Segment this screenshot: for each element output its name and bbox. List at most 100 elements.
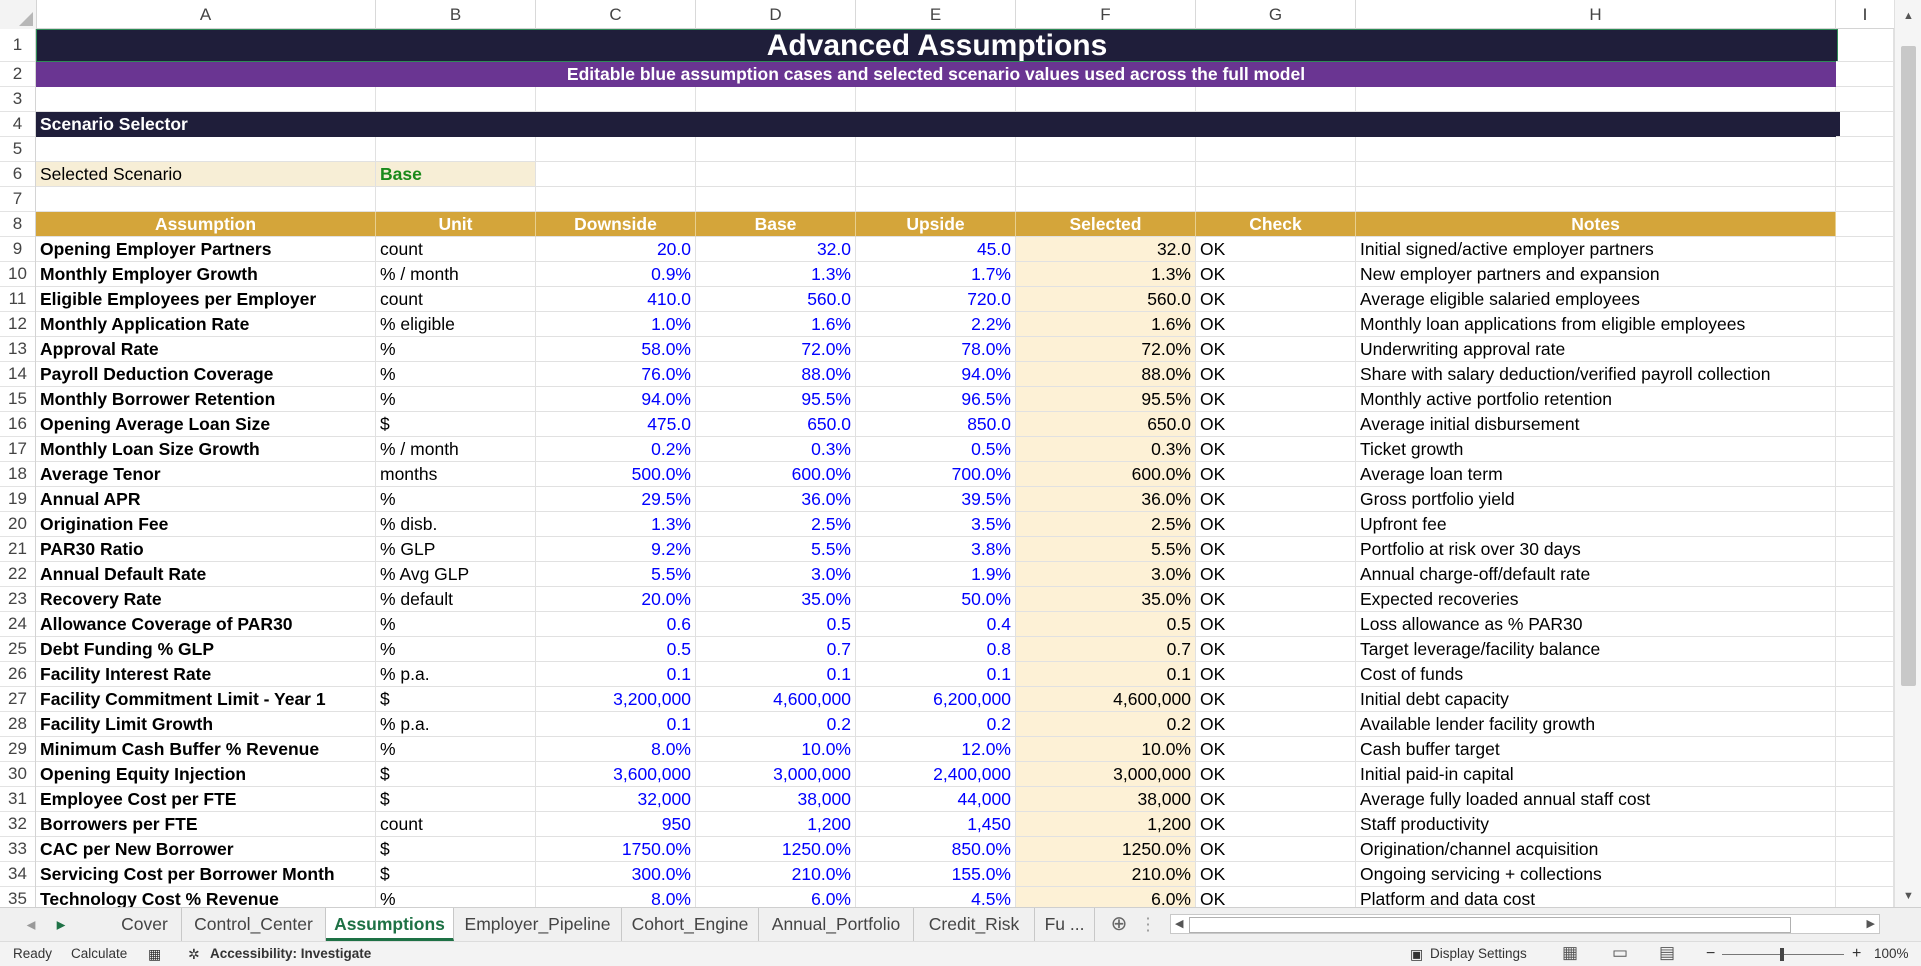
scroll-left-icon[interactable]: ◀ [1175, 918, 1184, 930]
downside-input[interactable]: 950 [536, 812, 696, 837]
base-input[interactable]: 560.0 [696, 287, 856, 312]
sheet-tab-assumptions[interactable]: Assumptions [326, 908, 454, 941]
selected-value[interactable]: 5.5% [1016, 537, 1196, 562]
upside-input[interactable]: 0.4 [856, 612, 1016, 637]
unit-cell[interactable]: $ [376, 687, 536, 712]
calculate-button[interactable]: Calculate [71, 946, 128, 961]
unit-cell[interactable]: % eligible [376, 312, 536, 337]
column-header-c[interactable]: C [536, 0, 696, 29]
assumption-name[interactable]: Annual Default Rate [36, 562, 376, 587]
downside-input[interactable]: 1750.0% [536, 837, 696, 862]
check-status[interactable]: OK [1196, 887, 1356, 907]
notes-cell[interactable]: Ticket growth [1356, 437, 1836, 462]
cell-empty[interactable] [1836, 587, 1894, 612]
cell-empty[interactable] [1836, 87, 1894, 112]
cell-empty[interactable] [1836, 412, 1894, 437]
notes-cell[interactable]: Monthly loan applications from eligible … [1356, 312, 1836, 337]
upside-input[interactable]: 78.0% [856, 337, 1016, 362]
downside-input[interactable]: 3,600,000 [536, 762, 696, 787]
cell-empty[interactable] [1836, 737, 1894, 762]
cell-empty[interactable] [1196, 162, 1356, 187]
cell-empty[interactable] [1016, 137, 1196, 162]
notes-cell[interactable]: Initial debt capacity [1356, 687, 1836, 712]
cell-empty[interactable] [1836, 862, 1894, 887]
upside-input[interactable]: 0.2 [856, 712, 1016, 737]
downside-input[interactable]: 1.3% [536, 512, 696, 537]
downside-input[interactable]: 410.0 [536, 287, 696, 312]
row-header-26[interactable]: 26 [0, 662, 35, 687]
base-input[interactable]: 1.3% [696, 262, 856, 287]
row-header-2[interactable]: 2 [0, 62, 35, 87]
upside-input[interactable]: 155.0% [856, 862, 1016, 887]
notes-cell[interactable]: Origination/channel acquisition [1356, 837, 1836, 862]
cell-empty[interactable] [376, 87, 536, 112]
cell-empty[interactable] [1836, 262, 1894, 287]
downside-input[interactable]: 0.2% [536, 437, 696, 462]
selected-value[interactable]: 3,000,000 [1016, 762, 1196, 787]
base-input[interactable]: 95.5% [696, 387, 856, 412]
selected-scenario-label[interactable]: Selected Scenario [36, 162, 376, 187]
selected-value[interactable]: 0.2 [1016, 712, 1196, 737]
upside-input[interactable]: 94.0% [856, 362, 1016, 387]
downside-input[interactable]: 20.0 [536, 237, 696, 262]
base-input[interactable]: 5.5% [696, 537, 856, 562]
cell-empty[interactable] [1836, 362, 1894, 387]
sheet-tab-cohort-engine[interactable]: Cohort_Engine [622, 908, 759, 941]
selected-value[interactable]: 1,200 [1016, 812, 1196, 837]
assumption-name[interactable]: Eligible Employees per Employer [36, 287, 376, 312]
column-header-i[interactable]: I [1862, 5, 1868, 24]
cell-empty[interactable] [1196, 187, 1356, 212]
selected-value[interactable]: 0.3% [1016, 437, 1196, 462]
unit-cell[interactable]: $ [376, 412, 536, 437]
assumption-name[interactable]: Facility Commitment Limit - Year 1 [36, 687, 376, 712]
selected-value[interactable]: 95.5% [1016, 387, 1196, 412]
cell-empty[interactable] [1356, 137, 1836, 162]
downside-input[interactable]: 0.5 [536, 637, 696, 662]
cell-empty[interactable] [1836, 187, 1894, 212]
zoom-slider[interactable] [1722, 948, 1844, 961]
scroll-up-icon[interactable]: ▲ [1903, 10, 1914, 22]
upside-input[interactable]: 50.0% [856, 587, 1016, 612]
tab-scroll-left-icon[interactable]: ◂ [26, 914, 36, 934]
row-header-4[interactable]: 4 [0, 112, 35, 137]
row-header-24[interactable]: 24 [0, 612, 35, 637]
table-header-check[interactable]: Check [1196, 212, 1356, 237]
base-input[interactable]: 1250.0% [696, 837, 856, 862]
assumption-name[interactable]: Recovery Rate [36, 587, 376, 612]
upside-input[interactable]: 1,450 [856, 812, 1016, 837]
cell-empty[interactable] [856, 87, 1016, 112]
assumption-name[interactable]: CAC per New Borrower [36, 837, 376, 862]
horizontal-scroll-thumb[interactable] [1189, 917, 1791, 933]
check-status[interactable]: OK [1196, 587, 1356, 612]
notes-cell[interactable]: Portfolio at risk over 30 days [1356, 537, 1836, 562]
scroll-down-icon[interactable]: ▼ [1903, 890, 1914, 902]
cell-empty[interactable] [1836, 837, 1894, 862]
upside-input[interactable]: 6,200,000 [856, 687, 1016, 712]
cell-empty[interactable] [1836, 237, 1894, 262]
selected-value[interactable]: 1.3% [1016, 262, 1196, 287]
base-input[interactable]: 32.0 [696, 237, 856, 262]
row-header-6[interactable]: 6 [0, 162, 35, 187]
notes-cell[interactable]: Gross portfolio yield [1356, 487, 1836, 512]
cell-empty[interactable] [1836, 887, 1894, 907]
assumption-name[interactable]: Monthly Loan Size Growth [36, 437, 376, 462]
selected-value[interactable]: 10.0% [1016, 737, 1196, 762]
cell-empty[interactable] [1016, 87, 1196, 112]
base-input[interactable]: 3,000,000 [696, 762, 856, 787]
downside-input[interactable]: 5.5% [536, 562, 696, 587]
cell-empty[interactable] [1836, 637, 1894, 662]
upside-input[interactable]: 720.0 [856, 287, 1016, 312]
downside-input[interactable]: 29.5% [536, 487, 696, 512]
assumption-name[interactable]: Servicing Cost per Borrower Month [36, 862, 376, 887]
notes-cell[interactable]: Staff productivity [1356, 812, 1836, 837]
check-status[interactable]: OK [1196, 437, 1356, 462]
unit-cell[interactable]: $ [376, 862, 536, 887]
downside-input[interactable]: 32,000 [536, 787, 696, 812]
upside-input[interactable]: 3.8% [856, 537, 1016, 562]
check-status[interactable]: OK [1196, 287, 1356, 312]
assumption-name[interactable]: Debt Funding % GLP [36, 637, 376, 662]
cell-empty[interactable] [1836, 462, 1894, 487]
notes-cell[interactable]: Platform and data cost [1356, 887, 1836, 907]
row-header-30[interactable]: 30 [0, 762, 35, 787]
check-status[interactable]: OK [1196, 712, 1356, 737]
